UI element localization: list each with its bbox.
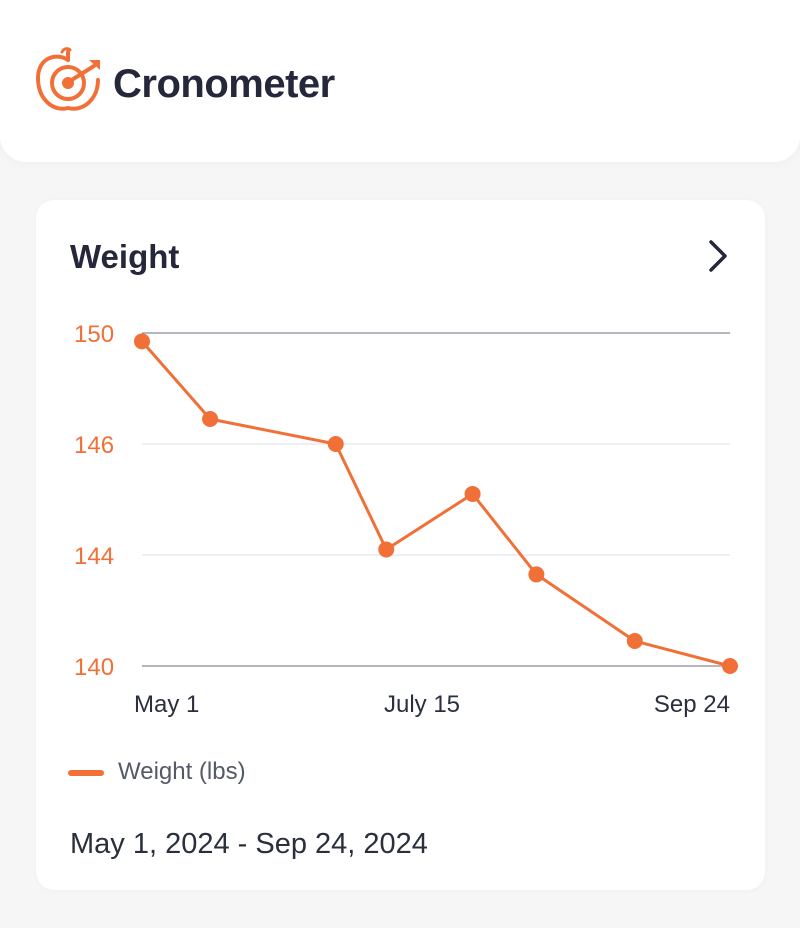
chevron-right-icon[interactable] — [703, 238, 733, 274]
legend-label: Weight (lbs) — [118, 758, 246, 785]
data-point — [626, 633, 643, 650]
apple-target-icon — [35, 47, 100, 111]
data-point — [464, 485, 481, 502]
data-point — [722, 658, 738, 674]
app-header: Cronometer — [0, 0, 800, 162]
y-tick-label: 140 — [74, 654, 114, 681]
x-tick-label: Sep 24 — [654, 691, 730, 718]
legend-swatch — [68, 770, 104, 776]
data-point — [202, 411, 219, 428]
data-point — [378, 541, 395, 558]
card-title: Weight — [70, 238, 180, 275]
brand-name: Cronometer — [113, 62, 335, 106]
data-point — [134, 333, 150, 350]
x-axis: May 1 July 15 Sep 24 — [134, 691, 730, 718]
y-tick-label: 146 — [74, 432, 114, 459]
series-line — [140, 340, 731, 668]
grid — [142, 332, 730, 667]
weight-card[interactable]: Weight 150 146 144 140 May 1 July 15 Sep 24 W… — [36, 200, 765, 890]
y-axis: 150 146 144 140 — [74, 321, 114, 681]
data-point — [327, 436, 344, 452]
data-point — [528, 566, 545, 583]
weight-chart: 150 146 144 140 May 1 July 15 Sep 24 — [74, 321, 738, 718]
x-tick-label: May 1 — [134, 691, 199, 718]
y-tick-label: 150 — [74, 321, 114, 348]
x-tick-label: July 15 — [384, 691, 460, 718]
series-weight — [134, 333, 738, 674]
y-tick-label: 144 — [74, 543, 114, 570]
date-range: May 1, 2024 - Sep 24, 2024 — [70, 828, 428, 860]
